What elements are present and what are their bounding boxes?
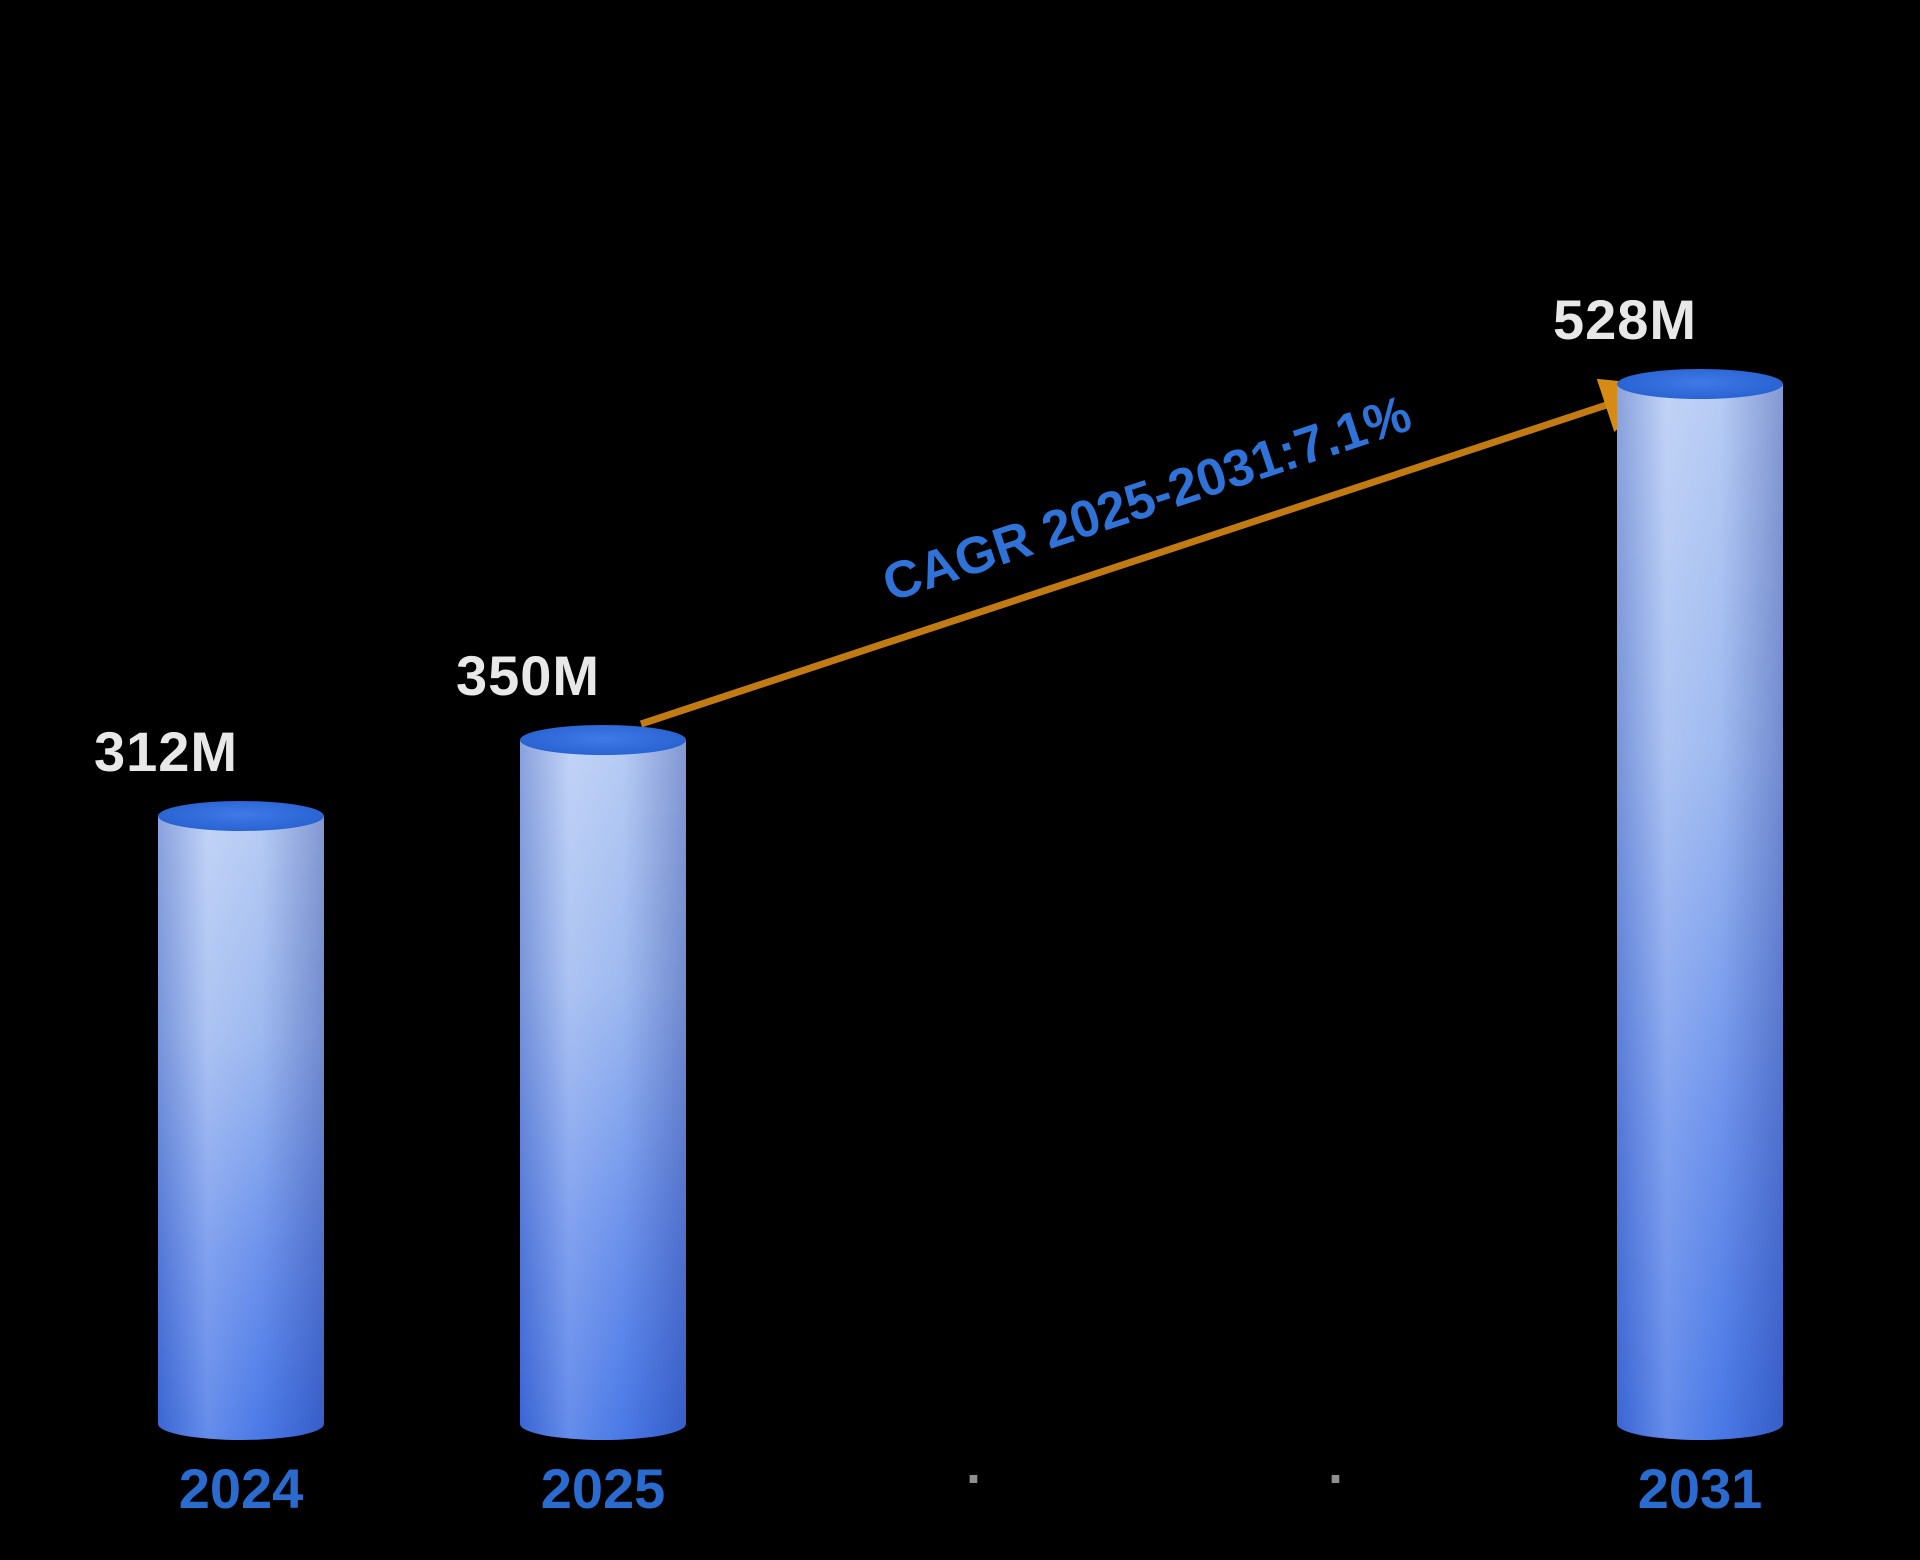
bar-year-label-2031: 2031 [1637, 1457, 1763, 1520]
bar-cap-ellipse-2024 [158, 801, 324, 831]
cagr-annotation-label: CAGR 2025-2031:7.1% [875, 384, 1418, 614]
bar-cap-ellipse-2031 [1617, 369, 1783, 399]
bar-cylinder-2025 [520, 740, 686, 1440]
bar-value-label-2024: 312M [93, 720, 239, 783]
cagr-arrow-line [639, 378, 1666, 728]
axis-separator-dot: . [966, 1435, 982, 1495]
bar-cylinder-2031 [1617, 384, 1783, 1440]
bar-year-label-2024: 2024 [178, 1457, 304, 1520]
bar-year-label-2025: 2025 [540, 1457, 666, 1520]
bar-cylinder-2024 [158, 816, 324, 1440]
axis-separator-dot: . [1328, 1435, 1344, 1495]
bar-cap-ellipse-2025 [520, 725, 686, 755]
bar-value-label-2031: 528M [1552, 288, 1698, 351]
bar-value-label-2025: 350M [455, 644, 601, 707]
